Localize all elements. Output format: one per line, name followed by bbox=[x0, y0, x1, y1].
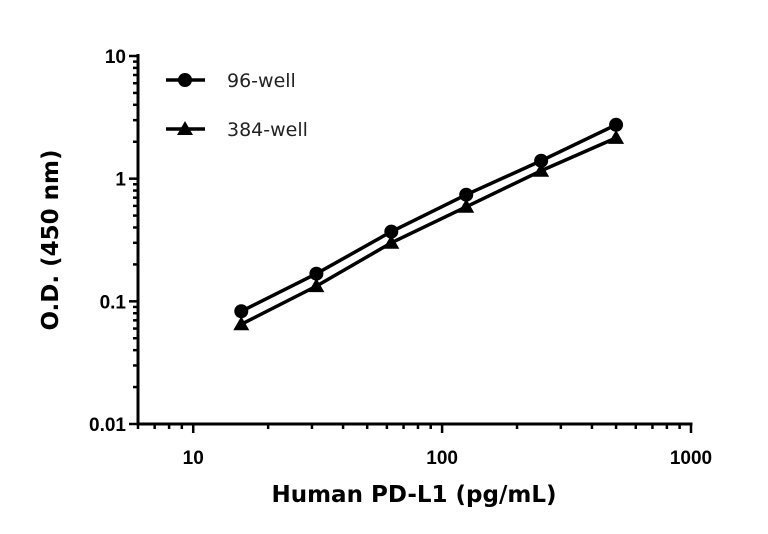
legend: 96-well 384-well bbox=[166, 70, 308, 141]
data-point-384-well bbox=[233, 316, 250, 331]
data-point-96-well bbox=[534, 153, 549, 168]
y-axis-title: O.D. (450 nm) bbox=[38, 149, 64, 330]
triangle-marker-icon bbox=[177, 121, 193, 135]
data-point-384-well bbox=[608, 129, 625, 144]
x-axis-title: Human PD-L1 (pg/mL) bbox=[271, 482, 556, 508]
y-tick-label: 0.1 bbox=[100, 292, 127, 313]
y-tick-label: 10 bbox=[105, 47, 126, 68]
data-point-384-well bbox=[308, 278, 325, 293]
x-tick-label: 10 bbox=[183, 448, 204, 469]
legend-label: 384-well bbox=[227, 119, 308, 141]
y-tick-label: 1 bbox=[115, 170, 126, 191]
data-point-384-well bbox=[458, 198, 475, 213]
data-point-384-well bbox=[383, 234, 400, 249]
axes: 10 1 0.1 0.01 10 100 1000 bbox=[89, 47, 712, 469]
series-layer bbox=[233, 117, 625, 331]
data-point-96-well bbox=[384, 224, 399, 239]
data-point-96-well bbox=[309, 266, 324, 281]
x-tick-label: 100 bbox=[426, 448, 458, 469]
data-point-96-well bbox=[609, 117, 624, 132]
x-tick-label: 1000 bbox=[670, 448, 712, 469]
series-line-96-well bbox=[240, 123, 617, 313]
data-point-96-well bbox=[459, 187, 474, 202]
series-line-384-well bbox=[240, 136, 617, 326]
y-tick-label: 0.01 bbox=[89, 415, 126, 436]
legend-label: 96-well bbox=[227, 70, 296, 92]
circle-marker-icon bbox=[178, 73, 192, 87]
data-point-384-well bbox=[533, 162, 550, 177]
data-point-96-well bbox=[234, 304, 249, 319]
